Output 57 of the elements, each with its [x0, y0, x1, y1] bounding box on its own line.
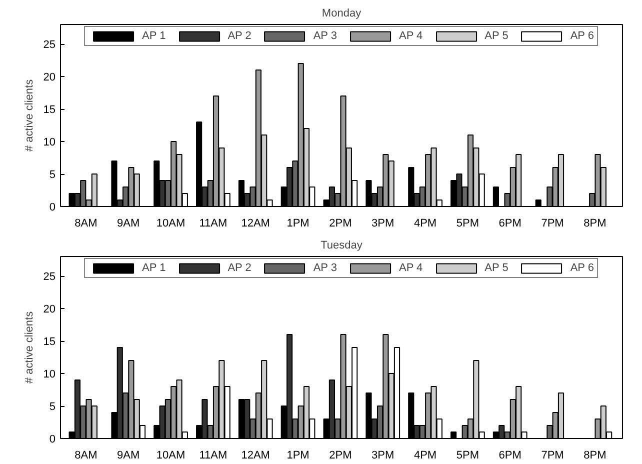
- x-tick-label: 2PM: [329, 450, 352, 462]
- legend-label: AP 1: [142, 30, 166, 42]
- x-tick-label: 7PM: [541, 450, 564, 462]
- legend-label: AP 3: [313, 262, 337, 274]
- y-tick-label: 10: [43, 136, 56, 148]
- x-tick-label: 3PM: [372, 450, 394, 462]
- x-tick-label: 3PM: [372, 218, 394, 230]
- x-tick-label: 2PM: [329, 218, 352, 230]
- x-tick-label: 8PM: [584, 450, 606, 462]
- bar: [535, 200, 542, 206]
- legend-label: AP 4: [399, 262, 423, 274]
- y-tick-label: 25: [43, 271, 56, 283]
- x-tick-label: 12AM: [241, 450, 270, 462]
- x-tick-label: 8AM: [74, 450, 98, 462]
- legend-label: AP 4: [399, 30, 423, 42]
- x-tick-label: 4PM: [414, 218, 437, 230]
- chart-title: Monday: [322, 8, 362, 20]
- x-tick-label: 11AM: [199, 450, 228, 462]
- y-axis-title: # active clients: [23, 78, 36, 152]
- y-tick-label: 15: [43, 336, 56, 348]
- legend-label: AP 5: [484, 262, 508, 274]
- x-tick-label: 4PM: [414, 450, 437, 462]
- y-tick-label: 20: [43, 304, 56, 316]
- x-tick-label: 12AM: [241, 218, 270, 230]
- legend-label: AP 5: [484, 30, 508, 42]
- x-tick-label: 6PM: [498, 450, 522, 462]
- x-tick-label: 6PM: [498, 218, 522, 230]
- bar: [450, 432, 457, 438]
- y-tick-label: 25: [43, 39, 56, 51]
- y-tick-label: 20: [43, 72, 56, 84]
- x-tick-label: 8PM: [584, 218, 606, 230]
- y-tick-label: 5: [49, 169, 56, 181]
- legend-label: AP 3: [313, 30, 337, 42]
- x-tick-label: 9AM: [117, 450, 140, 462]
- legend-label: AP 6: [570, 30, 594, 42]
- legend-label: AP 2: [228, 30, 252, 42]
- x-tick-label: 1PM: [286, 218, 310, 230]
- x-tick-label: 1PM: [286, 450, 310, 462]
- y-tick-label: 0: [49, 202, 56, 214]
- legend-label: AP 1: [142, 262, 166, 274]
- x-tick-label: 5PM: [456, 450, 479, 462]
- x-tick-label: 11AM: [199, 218, 228, 230]
- x-tick-label: 7PM: [541, 218, 564, 230]
- y-tick-label: 0: [49, 434, 56, 446]
- legend-label: AP 2: [228, 262, 252, 274]
- x-tick-label: 8AM: [74, 218, 98, 230]
- y-tick-label: 5: [49, 401, 56, 413]
- y-tick-label: 15: [43, 104, 56, 116]
- x-tick-label: 10AM: [156, 218, 186, 230]
- x-tick-label: 10AM: [156, 450, 186, 462]
- bar: [492, 186, 500, 206]
- y-axis-title: # active clients: [23, 310, 36, 384]
- chart-title: Tuesday: [320, 240, 363, 252]
- x-tick-label: 5PM: [456, 218, 479, 230]
- x-tick-label: 9AM: [117, 218, 140, 230]
- legend-label: AP 6: [570, 262, 594, 274]
- y-tick-label: 10: [43, 368, 56, 380]
